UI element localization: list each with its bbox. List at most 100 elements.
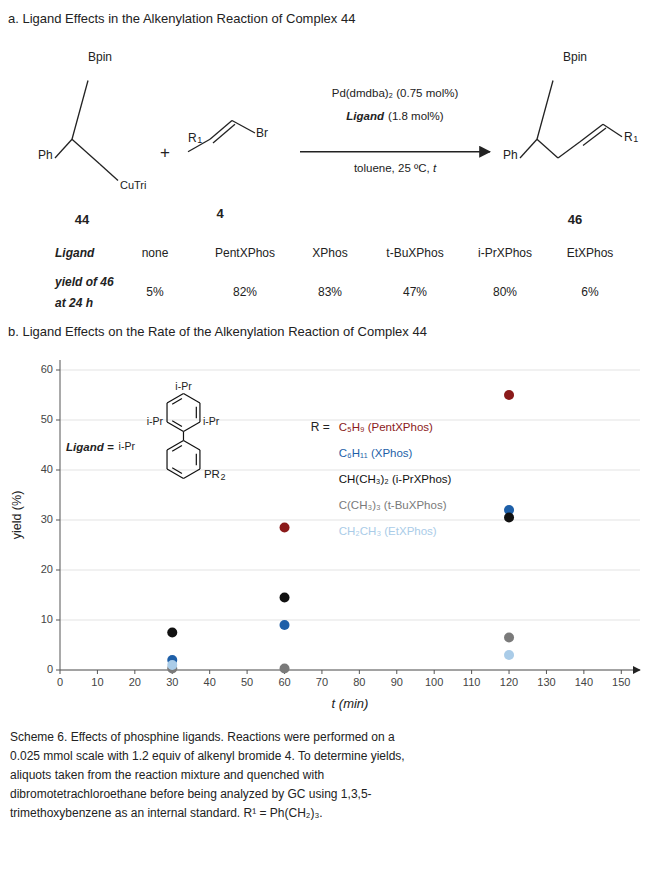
tick	[621, 670, 622, 674]
tick-label: 110	[463, 676, 481, 688]
conditions: Pd(dmdba)₂ (0.75 mol%)	[332, 87, 459, 99]
bond	[583, 128, 606, 146]
tick	[396, 670, 397, 674]
scatter-chart: b. Ligand Effects on the Rate of the Alk…	[8, 324, 640, 711]
tick-label: 40	[41, 463, 53, 475]
tick-label: 20	[41, 563, 53, 575]
legend-entry: C₅H₉ (PentXPhos)	[339, 421, 433, 433]
annotation: i-Pr	[203, 415, 220, 427]
tick-label: 130	[537, 676, 555, 688]
table-cell: 83%	[318, 285, 342, 299]
title: a. Ligand Effects in the Alkenylation Re…	[8, 11, 355, 26]
annotation: PR2	[204, 468, 226, 482]
bond	[213, 124, 235, 143]
bond	[100, 164, 118, 180]
table-header: yield of 46	[54, 275, 114, 289]
caption-line: dibromotetrachloroethane before being an…	[10, 787, 372, 801]
table-cell: t-BuXPhos	[386, 246, 443, 260]
point	[504, 650, 514, 660]
tick-label: 90	[391, 676, 403, 688]
compound-number: 46	[568, 212, 582, 227]
ring-bond	[167, 394, 183, 404]
grid	[60, 370, 640, 670]
bond	[537, 81, 553, 140]
group-label: Ph	[503, 148, 518, 162]
grid-line	[60, 670, 640, 671]
conditions: toluene, 25 ºC, t	[354, 162, 437, 174]
tick-label: 120	[500, 676, 518, 688]
ring-bond	[167, 469, 183, 479]
ring-bond	[183, 469, 199, 479]
point	[280, 523, 290, 533]
annotation: i-Pr	[119, 440, 136, 452]
point	[504, 513, 514, 523]
y-axis	[60, 360, 61, 670]
ring-bond	[183, 394, 199, 404]
tick-label: 30	[41, 513, 53, 525]
label-part: PR	[204, 468, 220, 480]
ring-bond	[167, 441, 183, 451]
label-part: t	[433, 162, 437, 174]
table-cell: 82%	[233, 285, 257, 299]
ring-bond	[166, 450, 167, 469]
legend-entry: C(CH₃)₃ (t-BuXPhos)	[339, 499, 447, 511]
table-cell: 47%	[403, 285, 427, 299]
annotation: Ligand =	[66, 441, 114, 453]
point	[504, 633, 514, 643]
legend-entry: CH₂CH₃ (EtXPhos)	[339, 525, 437, 537]
tick	[471, 670, 472, 674]
annotation: i-Pr	[147, 415, 164, 427]
caption: Scheme 6. Effects of phosphine ligands. …	[10, 730, 405, 820]
tick	[56, 620, 60, 621]
tick	[247, 670, 248, 674]
bond	[537, 139, 558, 158]
title: b. Ligand Effects on the Rate of the Alk…	[8, 324, 427, 339]
label-part: (1.8 mol%)	[388, 110, 444, 122]
point	[504, 390, 514, 400]
group-label: CuTri	[120, 179, 146, 191]
label-part: 1	[633, 134, 638, 144]
ring-bond	[199, 403, 200, 422]
ring-bond	[196, 407, 197, 418]
reaction-arrow	[300, 151, 490, 153]
bond	[72, 139, 100, 164]
tick-label: 50	[241, 676, 253, 688]
tick-label: 30	[166, 676, 178, 688]
annotation: i-Pr	[175, 380, 192, 392]
ring-bond	[172, 446, 182, 452]
table-cell: i-PrXPhos	[478, 246, 532, 260]
ring-bond	[172, 421, 182, 427]
grid-line	[60, 470, 640, 471]
tick	[56, 370, 60, 371]
ring-bond	[172, 468, 182, 474]
axis-title: t (min)	[332, 696, 369, 711]
plus: +	[160, 143, 170, 162]
legend-entry: CH(CH₃)₂ (i-PrXPhos)	[339, 473, 452, 485]
tick	[583, 670, 584, 674]
tick-label: 20	[129, 676, 141, 688]
x-axis	[60, 670, 640, 671]
caption-line: Scheme 6. Effects of phosphine ligands. …	[10, 730, 395, 744]
bond	[232, 121, 255, 134]
tick-label: 60	[278, 676, 290, 688]
scheme: a. Ligand Effects in the Alkenylation Re…	[8, 11, 638, 310]
caption-line: aliquots taken from the reaction mixture…	[10, 768, 324, 782]
compound-number: 4	[216, 206, 224, 221]
table-cell: EtXPhos	[567, 246, 614, 260]
tick	[509, 670, 510, 674]
bond	[558, 142, 580, 158]
table-cell: PentXPhos	[215, 246, 275, 260]
tick-label: 40	[204, 676, 216, 688]
legend-title: R =	[311, 420, 330, 434]
point	[280, 620, 290, 630]
ring-bond	[196, 454, 197, 465]
grid-line	[60, 370, 640, 371]
figure: a. Ligand Effects in the Alkenylation Re…	[0, 0, 660, 871]
ring-bond	[183, 422, 199, 432]
grid-line	[60, 620, 640, 621]
label-part: toluene, 25 ºC,	[354, 162, 433, 174]
bond	[55, 139, 72, 158]
table-cell: 6%	[581, 285, 599, 299]
point	[280, 593, 290, 603]
tick-label: 50	[41, 413, 53, 425]
